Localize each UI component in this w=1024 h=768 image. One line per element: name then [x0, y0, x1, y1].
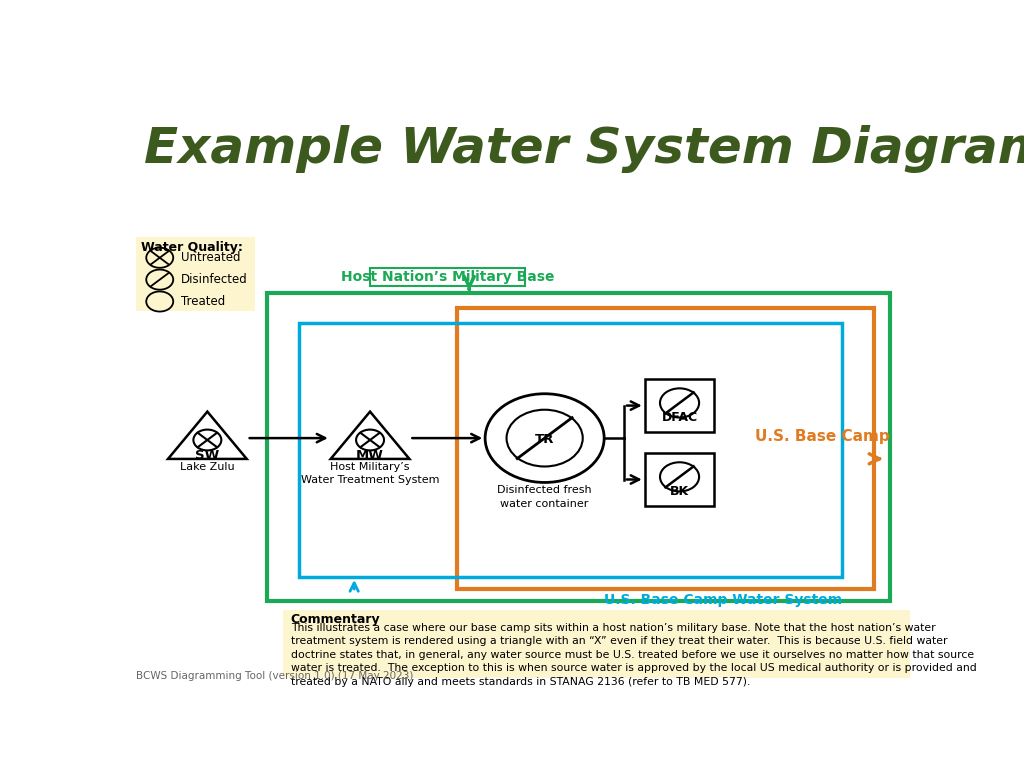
Text: Untreated: Untreated: [181, 251, 241, 264]
Bar: [370, 268, 524, 286]
Text: DFAC: DFAC: [662, 412, 697, 425]
Text: TR: TR: [535, 433, 554, 446]
Text: BCWS Diagramming Tool (version 1.0) (17 May 2023): BCWS Diagramming Tool (version 1.0) (17 …: [136, 670, 414, 680]
Text: U.S. Base Camp: U.S. Base Camp: [755, 429, 890, 444]
Text: U.S. Base Camp Water System: U.S. Base Camp Water System: [604, 593, 843, 607]
Text: This illustrates a case where our base camp sits within a host nation’s military: This illustrates a case where our base c…: [291, 623, 977, 687]
Text: Treated: Treated: [181, 295, 225, 308]
Bar: [458, 308, 873, 589]
Text: Lake Zulu: Lake Zulu: [180, 462, 234, 472]
Text: Water Quality:: Water Quality:: [140, 240, 243, 253]
Text: Disinfected: Disinfected: [181, 273, 248, 286]
Text: SW: SW: [196, 449, 219, 462]
Text: Disinfected fresh
water container: Disinfected fresh water container: [498, 485, 592, 508]
Text: MW: MW: [356, 449, 384, 462]
Bar: [283, 610, 909, 677]
Bar: [645, 379, 715, 432]
Text: Host Nation’s Military Base: Host Nation’s Military Base: [341, 270, 554, 284]
Text: Commentary: Commentary: [291, 613, 380, 626]
Bar: [136, 237, 255, 311]
Text: Example Water System Diagram #5: Example Water System Diagram #5: [143, 124, 1024, 173]
Bar: [645, 453, 715, 506]
Bar: [299, 323, 843, 577]
Text: BK: BK: [670, 485, 689, 498]
Text: Host Military’s
Water Treatment System: Host Military’s Water Treatment System: [301, 462, 439, 485]
Bar: [267, 293, 890, 601]
